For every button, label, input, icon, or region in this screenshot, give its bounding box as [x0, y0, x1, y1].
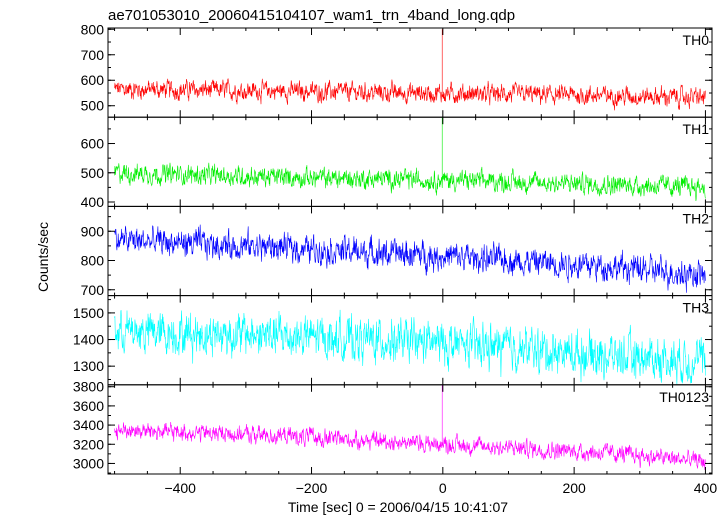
- series-label: TH2: [683, 210, 710, 226]
- y-tick-label: 3000: [73, 455, 104, 471]
- panel-th3: 1300 1400 1500 TH3: [73, 295, 713, 386]
- chart-title: ae701053010_20060415104107_wam1_trn_4ban…: [108, 7, 515, 24]
- y-tick-label: 1500: [73, 305, 104, 321]
- y-tick-label: 700: [81, 282, 105, 298]
- y-tick-label: 1400: [73, 332, 104, 348]
- y-tick-label: 3600: [73, 398, 104, 414]
- y-tick-label: 700: [81, 47, 105, 63]
- panel-frame: [107, 27, 713, 118]
- series-line-th0: [114, 29, 706, 111]
- series-label: TH3: [683, 300, 710, 316]
- y-tick-label: 900: [81, 223, 105, 239]
- y-tick-label: 800: [81, 21, 105, 37]
- series-line-th1: [114, 117, 706, 202]
- y-tick-label: 1300: [73, 358, 104, 374]
- panel-frame: [107, 116, 713, 207]
- series-label: TH1: [683, 121, 710, 137]
- y-tick-label: 3800: [73, 379, 104, 395]
- y-axis-label: Counts/sec: [35, 222, 51, 292]
- y-tick-label: 800: [81, 253, 105, 269]
- series-label: TH0: [683, 32, 710, 48]
- y-tick-label: 500: [81, 98, 105, 114]
- series-line-th0123: [114, 384, 706, 470]
- series-label: TH0123: [659, 389, 709, 405]
- y-tick-label: 600: [81, 136, 105, 152]
- x-tick-label: 0: [439, 480, 447, 496]
- y-tick-label: 400: [81, 194, 105, 210]
- x-axis-label: Time [sec] 0 = 2006/04/15 10:41:07: [288, 499, 508, 515]
- panel-th2: 700 800 900 TH2: [81, 205, 713, 298]
- x-tick-label: −400: [164, 480, 196, 496]
- y-tick-label: 3200: [73, 436, 104, 452]
- x-tick-label: 400: [694, 480, 718, 496]
- y-tick-label: 600: [81, 72, 105, 88]
- series-line-th2: [114, 224, 706, 293]
- series-line-th3: [114, 309, 706, 385]
- panels-group: 500 600 700 800 TH0 400 500 600 TH1 700 800 900 TH2 1…: [73, 21, 717, 496]
- x-tick-label: 200: [562, 480, 586, 496]
- y-tick-label: 3400: [73, 417, 104, 433]
- x-tick-label: −200: [296, 480, 328, 496]
- panel-th1: 400 500 600 TH1: [81, 116, 713, 210]
- panel-th0123: 3000 3200 3400 3600 3800 TH0123: [73, 379, 713, 475]
- y-tick-label: 500: [81, 165, 105, 181]
- panel-th0: 500 600 700 800 TH0: [81, 21, 713, 118]
